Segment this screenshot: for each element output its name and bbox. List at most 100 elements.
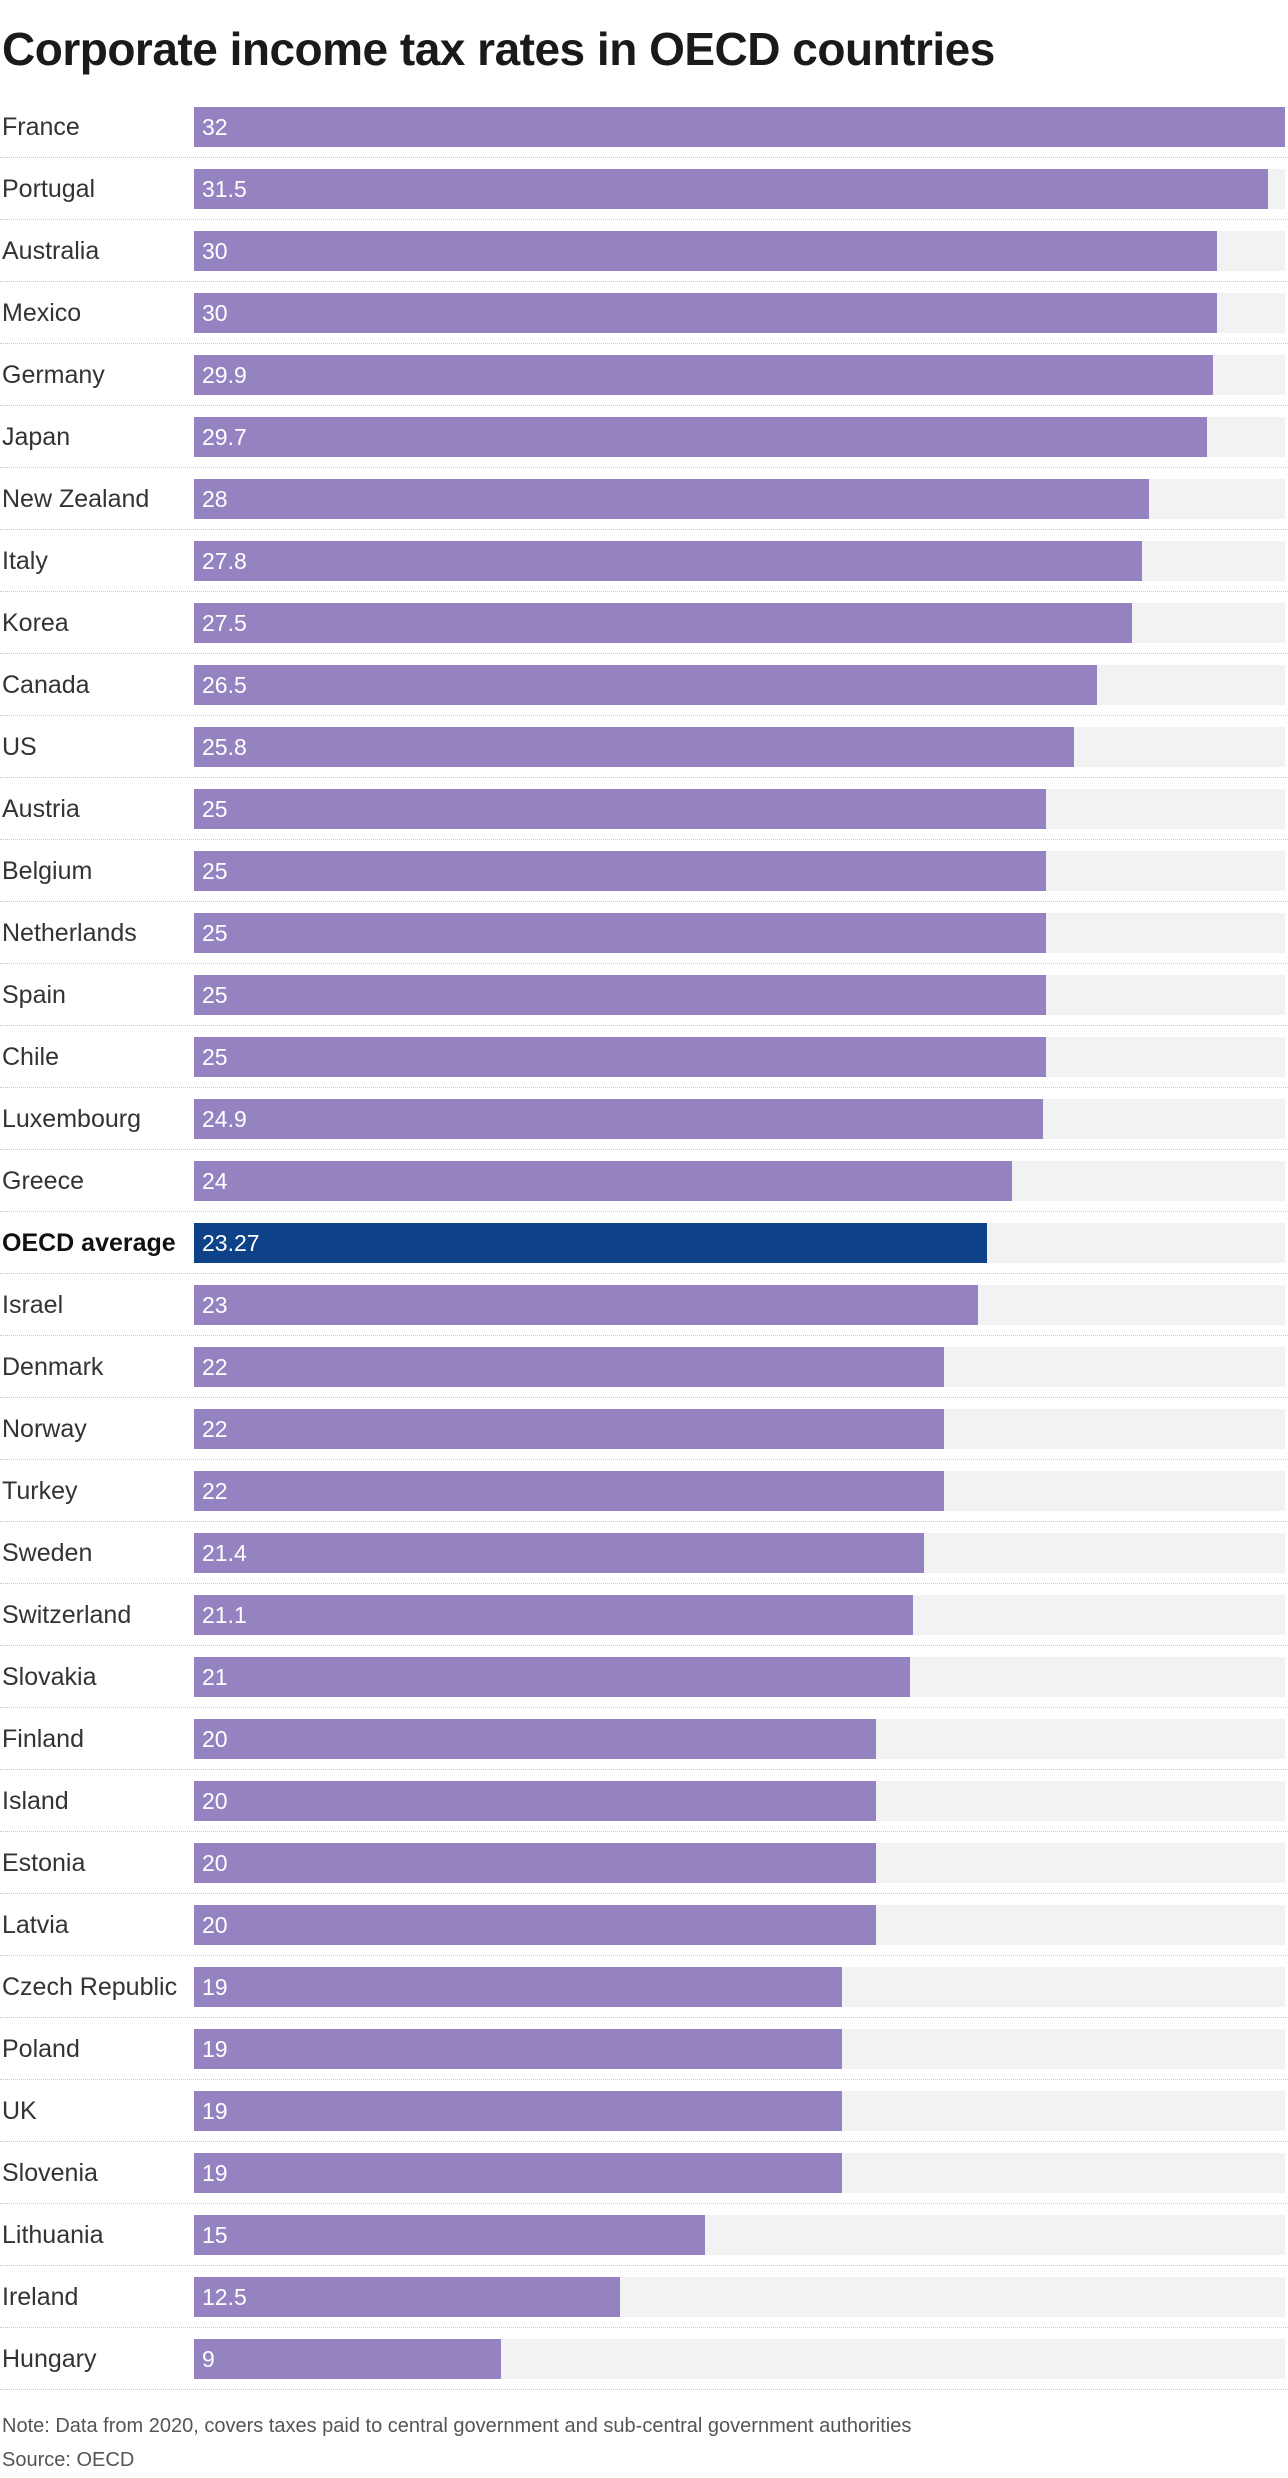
bar: 25.8 [194,727,1074,767]
bar: 21.1 [194,1595,913,1635]
value-label: 25 [202,982,228,1008]
bar: 30 [194,231,1217,271]
value-label: 21 [202,1664,228,1690]
bar-track: 22 [194,1347,1285,1387]
bar: 26.5 [194,665,1097,705]
category-label: Island [2,1787,69,1815]
bar-row-netherlands: Netherlands 25 [0,902,1288,964]
bar-track: 25 [194,1037,1285,1077]
bar-row-latvia: Latvia 20 [0,1894,1288,1956]
bar-track: 30 [194,293,1285,333]
bar-track: 25.8 [194,727,1285,767]
bar: 19 [194,1967,842,2007]
bar: 25 [194,913,1046,953]
bar-track: 26.5 [194,665,1285,705]
category-label: Slovenia [2,2159,98,2187]
bar-row-us: US 25.8 [0,716,1288,778]
category-label: US [2,733,37,761]
category-label: Japan [2,423,71,451]
category-label: Chile [2,1043,59,1071]
bar-track: 25 [194,913,1285,953]
bar-track: 25 [194,789,1285,829]
bar: 24.9 [194,1099,1043,1139]
value-label: 25 [202,858,228,884]
bar-track: 21 [194,1657,1285,1697]
value-label: 30 [202,300,228,326]
bar-track: 32 [194,107,1285,147]
bar-row-ireland: Ireland 12.5 [0,2266,1288,2328]
value-label: 21.1 [202,1602,247,1628]
bar-row-italy: Italy 27.8 [0,530,1288,592]
bar-row-turkey: Turkey 22 [0,1460,1288,1522]
value-label: 25.8 [202,734,247,760]
bar-row-sweden: Sweden 21.4 [0,1522,1288,1584]
bar: 25 [194,851,1046,891]
bar: 31.5 [194,169,1268,209]
bar-track: 25 [194,851,1285,891]
value-label: 25 [202,920,228,946]
bar-track: 29.7 [194,417,1285,457]
bar-track: 19 [194,2029,1285,2069]
bar: 12.5 [194,2277,620,2317]
value-label: 20 [202,1850,228,1876]
value-label: 20 [202,1788,228,1814]
bar: 28 [194,479,1149,519]
value-label: 22 [202,1416,228,1442]
bar-track: 20 [194,1781,1285,1821]
value-label: 28 [202,486,228,512]
category-label: Luxembourg [2,1105,141,1133]
category-label: Poland [2,2035,80,2063]
bar-row-poland: Poland 19 [0,2018,1288,2080]
bar-row-mexico: Mexico 30 [0,282,1288,344]
category-label: Greece [2,1167,84,1195]
category-label: Switzerland [2,1601,132,1629]
chart-title: Corporate income tax rates in OECD count… [2,23,995,75]
bar: 32 [194,107,1285,147]
bar-track: 12.5 [194,2277,1285,2317]
footnote: Note: Data from 2020, covers taxes paid … [2,2415,912,2437]
value-label: 12.5 [202,2284,247,2310]
value-label: 22 [202,1478,228,1504]
bar-row-switzerland: Switzerland 21.1 [0,1584,1288,1646]
bar: 29.9 [194,355,1213,395]
bar-track: 19 [194,2153,1285,2193]
category-label: Australia [2,237,100,265]
bar-track: 27.8 [194,541,1285,581]
category-label: Norway [2,1415,87,1443]
bar-row-france: France 32 [0,96,1288,158]
bar-track: 25 [194,975,1285,1015]
value-label: 24.9 [202,1106,247,1132]
bar-track: 29.9 [194,355,1285,395]
category-label: Korea [2,609,69,637]
bar: 20 [194,1719,876,1759]
bar: 19 [194,2091,842,2131]
category-label: Israel [2,1291,64,1319]
category-label: Italy [2,547,48,575]
bar-track: 21.4 [194,1533,1285,1573]
value-label: 23 [202,1292,228,1318]
bar-row-greece: Greece 24 [0,1150,1288,1212]
bar-track: 22 [194,1471,1285,1511]
bar-track: 24.9 [194,1099,1285,1139]
bar: 30 [194,293,1217,333]
bar-track: 27.5 [194,603,1285,643]
source-credit: Source: OECD [2,2449,135,2471]
category-label: Belgium [2,857,93,885]
bar: 20 [194,1843,876,1883]
value-label: 22 [202,1354,228,1380]
value-label: 27.8 [202,548,247,574]
bar: 23 [194,1285,978,1325]
bar: 15 [194,2215,705,2255]
bar: 29.7 [194,417,1207,457]
category-label: Finland [2,1725,84,1753]
bar-row-spain: Spain 25 [0,964,1288,1026]
value-label: 19 [202,1974,228,2000]
bar: 20 [194,1781,876,1821]
bar-row-finland: Finland 20 [0,1708,1288,1770]
bar: 19 [194,2029,842,2069]
category-label: Hungary [2,2345,97,2373]
bar-row-estonia: Estonia 20 [0,1832,1288,1894]
bar-row-island: Island 20 [0,1770,1288,1832]
bar: 25 [194,975,1046,1015]
value-label: 20 [202,1912,228,1938]
